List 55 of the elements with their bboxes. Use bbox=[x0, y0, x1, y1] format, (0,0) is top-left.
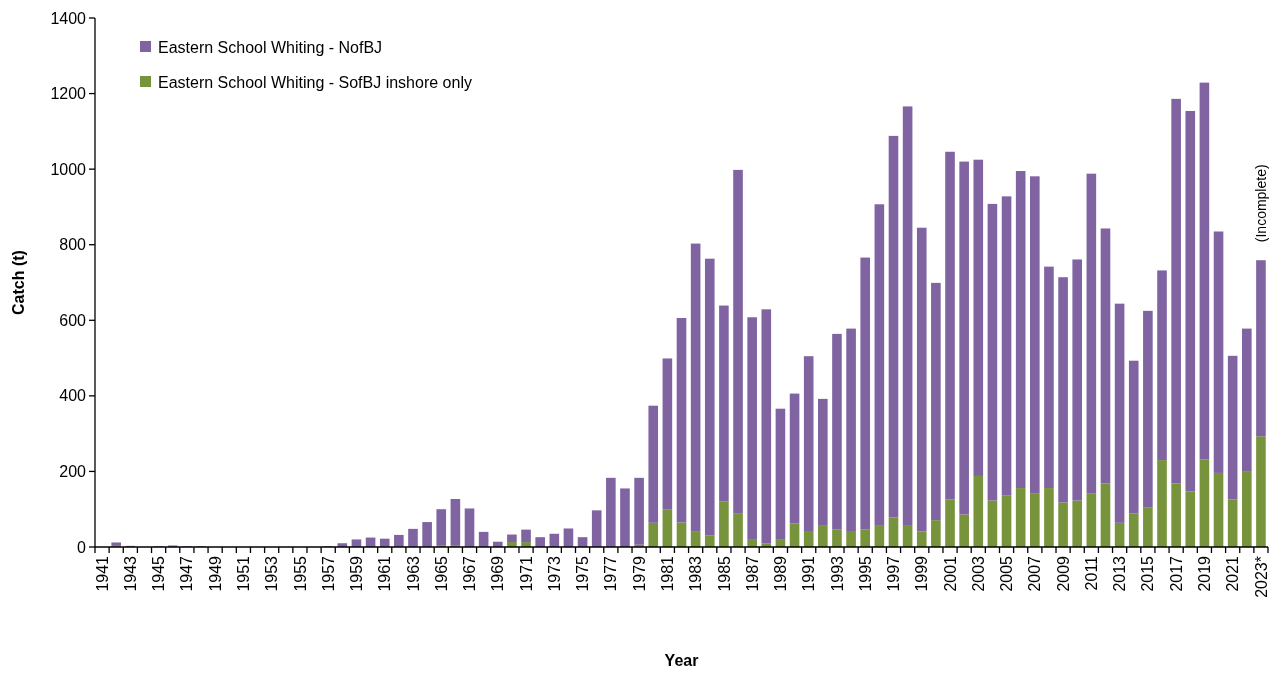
x-tick-label: 1975 bbox=[574, 555, 592, 592]
y-tick-label: 1000 bbox=[50, 160, 87, 178]
y-tick-label: 1400 bbox=[50, 9, 87, 27]
x-tick-label: 1967 bbox=[461, 555, 479, 592]
y-tick-label: 200 bbox=[59, 463, 87, 481]
x-tick-label: 1969 bbox=[489, 555, 507, 592]
x-tick-label: 2015 bbox=[1139, 555, 1157, 592]
x-tick-label: 1949 bbox=[206, 555, 224, 592]
legend-label: Eastern School Whiting - NofBJ bbox=[158, 38, 383, 56]
x-tick-label: 1955 bbox=[291, 555, 309, 592]
x-tick-label: 1991 bbox=[800, 555, 818, 592]
x-tick-label: 1965 bbox=[432, 555, 450, 592]
x-tick-label: 1985 bbox=[715, 555, 733, 592]
annotation: (Incomplete) bbox=[1252, 164, 1269, 243]
x-tick-label: 1995 bbox=[856, 555, 874, 592]
x-tick-label: 2009 bbox=[1054, 555, 1072, 592]
x-tick-label: 1987 bbox=[743, 555, 761, 592]
y-tick-label: 1200 bbox=[50, 85, 87, 103]
x-tick-label: 1951 bbox=[234, 555, 252, 592]
x-tick-label: 1973 bbox=[545, 555, 563, 592]
x-tick-label: 1957 bbox=[319, 555, 337, 592]
x-tick-label: 2001 bbox=[941, 555, 959, 592]
x-tick-label: 2021 bbox=[1224, 555, 1242, 592]
x-tick-label: 2007 bbox=[1026, 555, 1044, 592]
y-axis-title: Catch (t) bbox=[10, 250, 27, 315]
x-tick-label: 1961 bbox=[376, 555, 394, 592]
x-axis-title: Year bbox=[664, 652, 699, 669]
x-tick-label: 2011 bbox=[1082, 555, 1100, 591]
x-tick-label: 2005 bbox=[998, 555, 1016, 592]
x-tick-label: 1999 bbox=[913, 555, 931, 592]
x-tick-label: 2023* bbox=[1252, 556, 1270, 598]
y-tick-label: 800 bbox=[59, 236, 87, 254]
x-tick-label: 1943 bbox=[121, 555, 139, 592]
x-tick-label: 2013 bbox=[1111, 555, 1129, 592]
x-tick-label: 1983 bbox=[687, 555, 705, 592]
y-tick-label: 0 bbox=[77, 538, 87, 556]
y-tick-label: 600 bbox=[59, 311, 87, 329]
x-tick-label: 1981 bbox=[658, 555, 676, 592]
x-tick-label: 1977 bbox=[602, 555, 620, 592]
x-tick-label: 1963 bbox=[404, 555, 422, 592]
x-tick-label: 2017 bbox=[1167, 555, 1185, 592]
x-tick-label: 1989 bbox=[772, 555, 790, 592]
x-tick-label: 1953 bbox=[263, 555, 281, 592]
x-tick-label: 2019 bbox=[1196, 555, 1213, 592]
legend-label: Eastern School Whiting - SofBJ inshore only bbox=[158, 73, 472, 91]
x-tick-label: 1945 bbox=[150, 555, 168, 592]
x-tick-label: 1947 bbox=[178, 555, 196, 592]
x-tick-label: 2003 bbox=[969, 555, 987, 592]
x-tick-label: 1993 bbox=[828, 555, 846, 592]
x-tick-label: 1979 bbox=[630, 555, 648, 592]
x-tick-label: 1997 bbox=[885, 555, 903, 592]
x-tick-label: 1941 bbox=[93, 555, 111, 592]
x-tick-label: 1971 bbox=[517, 555, 535, 592]
y-tick-label: 400 bbox=[59, 387, 87, 405]
x-tick-label: 1959 bbox=[348, 555, 366, 592]
